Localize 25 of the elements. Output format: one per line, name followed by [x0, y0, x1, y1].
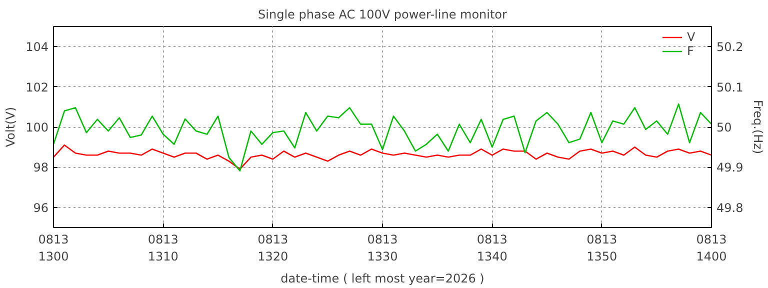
y-tick-label: 96 [33, 200, 49, 215]
y2-tick-label: 49.9 [716, 160, 744, 175]
y-tick-label: 102 [26, 80, 48, 94]
x-tick-label: 0813 1310 [148, 232, 178, 264]
y2-tick-label: 50.2 [716, 40, 744, 54]
y-axis-title: Volt(V) [4, 106, 18, 148]
y-tick-label: 104 [26, 40, 48, 54]
y-tick-label: 100 [26, 120, 48, 134]
line-series [54, 103, 712, 172]
legend-label: V [687, 30, 696, 44]
x-tick-label: 0813 1320 [258, 232, 288, 264]
x-axis-title: date-time ( left most year=2026 ) [280, 271, 484, 286]
legend-label: F [687, 44, 695, 58]
line-series [54, 144, 712, 170]
x-tick-label: 0813 1330 [367, 232, 398, 264]
x-tick-label: 0813 1400 [696, 232, 727, 264]
y2-tick-label: 49.8 [716, 200, 744, 215]
x-tick-label: 0813 1340 [476, 232, 508, 264]
y-tick-label: 98 [33, 160, 49, 175]
y2-tick-label: 50 [716, 120, 732, 134]
y2-axis-title: Freq.(Hz) [751, 100, 766, 154]
chart-title: Single phase AC 100V power-line monitor [258, 8, 508, 22]
y2-tick-label: 50.1 [716, 80, 744, 94]
x-tick-label: 0813 1300 [38, 232, 69, 264]
x-tick-label: 0813 1350 [586, 232, 618, 264]
